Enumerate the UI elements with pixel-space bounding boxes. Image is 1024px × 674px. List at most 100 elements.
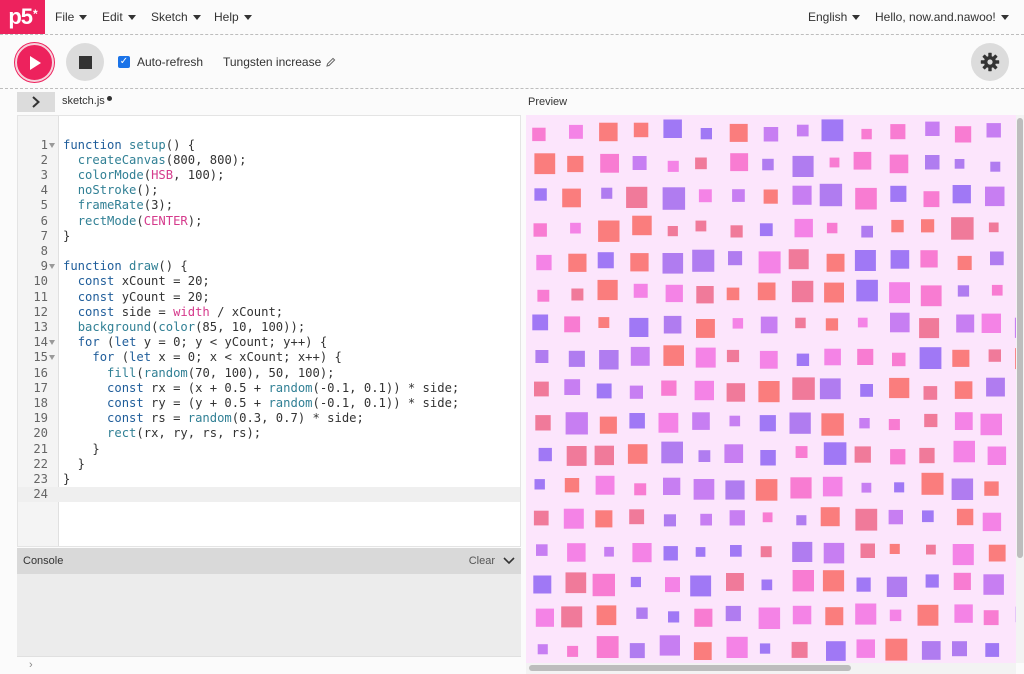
user-menu[interactable]: Hello, now.and.nawoo! <box>875 0 1009 34</box>
console-input[interactable]: › <box>17 656 521 674</box>
sketch-square <box>825 318 839 331</box>
sketch-square <box>695 157 707 170</box>
code-editor[interactable]: 1 function setup() {2 createCanvas(800, 8… <box>17 115 521 547</box>
code-line[interactable]: 5 frameRate(3); <box>18 198 520 213</box>
menu-edit[interactable]: Edit <box>102 0 136 34</box>
code-line[interactable]: 23} <box>18 471 520 487</box>
sketch-square <box>888 509 903 525</box>
settings-button[interactable] <box>971 43 1009 81</box>
sketch-square <box>537 289 550 302</box>
sketch-square <box>886 576 908 597</box>
play-button[interactable] <box>15 43 54 82</box>
fold-arrow-icon[interactable] <box>49 264 55 270</box>
fold-arrow-icon[interactable] <box>49 142 55 148</box>
fold-arrow-icon[interactable] <box>49 340 55 346</box>
sketch-square <box>538 447 552 462</box>
scroll-thumb[interactable] <box>1017 118 1023 558</box>
sketch-square <box>632 156 647 170</box>
console-title: Console <box>23 555 64 567</box>
code-line[interactable]: 17 const rx = (x + 0.5 + random(-0.1, 0.… <box>18 381 520 396</box>
line-number: 11 <box>33 289 48 304</box>
sketch-square <box>885 638 908 661</box>
sketch-square <box>658 412 679 433</box>
code-line[interactable]: 10 const xCount = 20; <box>18 274 520 289</box>
sketch-square <box>924 413 938 428</box>
sketch-square <box>569 124 583 139</box>
code-line[interactable]: 6 rectMode(CENTER); <box>18 214 520 229</box>
sketch-square <box>921 219 935 233</box>
pencil-icon[interactable] <box>326 57 336 67</box>
sketch-square <box>663 514 676 527</box>
sketch-square <box>759 223 773 237</box>
code-line[interactable]: 18 const ry = (y + 0.5 + random(-0.1, 0.… <box>18 396 520 411</box>
sketch-square <box>598 317 610 328</box>
file-name: sketch.js <box>62 95 105 107</box>
line-number: 13 <box>33 319 48 334</box>
sketch-square <box>826 641 846 661</box>
code-line[interactable]: 16 fill(random(70, 100), 50, 100); <box>18 366 520 381</box>
sketch-name[interactable]: Tungsten increase <box>223 55 336 69</box>
sidebar-toggle-button[interactable] <box>17 92 55 112</box>
menu-file[interactable]: File <box>55 0 88 34</box>
sketch-square <box>762 512 773 523</box>
code-line[interactable]: 20 rect(rx, ry, rs, rs); <box>18 426 520 441</box>
code-line[interactable]: 14 for (let y = 0; y < yCount; y++) { <box>18 335 520 350</box>
sketch-square <box>796 353 810 366</box>
fold-arrow-icon[interactable] <box>49 355 55 361</box>
line-number: 23 <box>33 471 48 486</box>
sketch-square <box>758 607 781 629</box>
sketch-square <box>729 123 748 142</box>
auto-refresh-checkbox[interactable]: ✓ <box>118 56 130 68</box>
code-line[interactable]: 24 <box>18 487 520 503</box>
sketch-square <box>659 635 680 656</box>
sketch-square <box>692 249 715 272</box>
code-line[interactable]: 7} <box>18 229 520 244</box>
code-line[interactable]: 11 const yCount = 20; <box>18 289 520 305</box>
menu-help-label: Help <box>214 10 239 24</box>
console-clear-button[interactable]: Clear <box>468 555 495 567</box>
sketch-square <box>891 219 904 233</box>
file-tab-sketch-js[interactable]: sketch.js <box>62 95 112 107</box>
code-line[interactable]: 12 const side = width / xCount; <box>18 305 520 320</box>
menu-sketch[interactable]: Sketch <box>151 0 201 34</box>
code-line[interactable]: 3 colorMode(HSB, 100); <box>18 168 520 183</box>
sketch-square <box>695 220 707 232</box>
sketch-square <box>796 124 809 137</box>
sketch-square <box>536 254 552 271</box>
sketch-square <box>595 510 613 528</box>
code-line[interactable]: 19 const rs = random(0.3, 0.7) * side; <box>18 411 520 426</box>
menu-help[interactable]: Help <box>214 0 252 34</box>
code-line[interactable]: 1 function setup() { <box>18 138 520 153</box>
code-line[interactable]: 13 background(color(85, 10, 100)); <box>18 319 520 335</box>
code-line[interactable]: 9 function draw() { <box>18 259 520 274</box>
language-selector[interactable]: English <box>808 0 861 34</box>
code-line-text: rect(rx, ry, rs, rs); <box>107 426 262 441</box>
code-line[interactable]: 8 <box>18 244 520 259</box>
sketch-square <box>661 380 677 396</box>
sketch-square <box>725 480 745 500</box>
preview-horizontal-scrollbar[interactable] <box>526 663 1016 674</box>
sketch-square <box>952 544 974 566</box>
chevron-down-icon[interactable] <box>503 557 515 565</box>
code-line[interactable]: 15 for (let x = 0; x < xCount; x++) { <box>18 350 520 365</box>
sketch-square <box>890 124 906 140</box>
code-line-text: const rs = random(0.3, 0.7) * side; <box>107 411 364 426</box>
code-line[interactable]: 4 noStroke(); <box>18 183 520 198</box>
auto-refresh-toggle[interactable]: ✓ Auto-refresh <box>118 55 203 69</box>
sketch-square <box>532 127 546 142</box>
console-header: Console Clear <box>17 548 521 574</box>
preview-vertical-scrollbar[interactable] <box>1016 115 1024 663</box>
code-line[interactable]: 21 } <box>18 442 520 457</box>
sketch-square <box>855 603 877 625</box>
sketch-square <box>694 608 713 627</box>
sketch-square <box>537 644 548 655</box>
sketch-square <box>755 479 778 501</box>
console-output <box>17 574 521 656</box>
sketch-preview[interactable] <box>526 115 1016 663</box>
scroll-thumb[interactable] <box>529 665 851 671</box>
stop-button[interactable] <box>66 43 104 81</box>
sketch-square <box>534 153 556 175</box>
code-line[interactable]: 22 } <box>18 457 520 472</box>
p5-logo[interactable]: p5 * <box>0 0 45 34</box>
code-line[interactable]: 2 createCanvas(800, 800); <box>18 153 520 168</box>
